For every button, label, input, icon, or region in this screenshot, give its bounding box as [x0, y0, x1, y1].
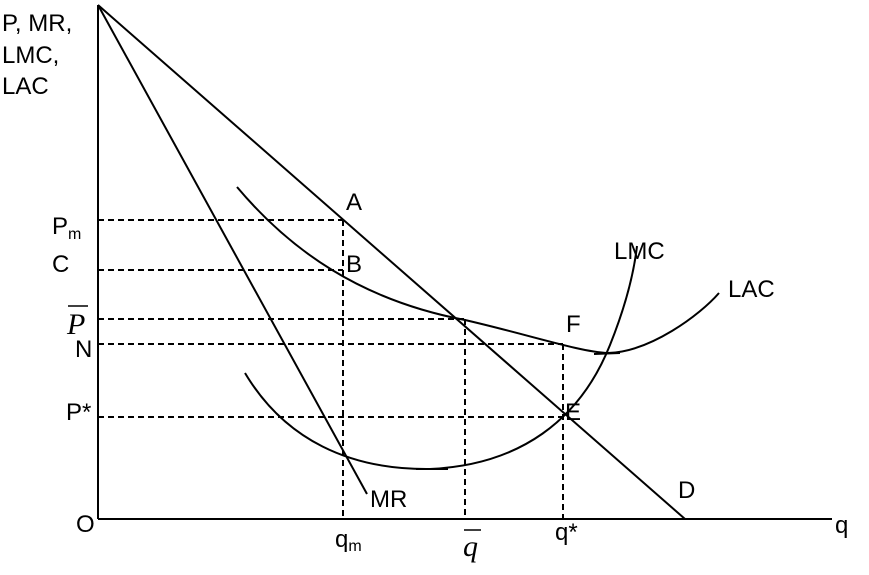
y-axis-label-line-2: LMC,: [2, 42, 59, 69]
y-axis-label-line-3: LAC: [2, 73, 49, 100]
point-a-label: A: [346, 189, 362, 216]
marginal-revenue-curve: [97, 4, 368, 495]
point-f-label: F: [566, 311, 581, 338]
origin-label: O: [76, 511, 95, 538]
lmc-curve: [244, 245, 638, 471]
point-e-label: E: [565, 399, 581, 426]
lac-curve: [236, 186, 720, 355]
lmc-label: LMC: [614, 238, 665, 265]
qstar-label: q*: [555, 519, 578, 546]
demand-label: D: [678, 477, 695, 504]
y-axis-label-line-1: P, MR,: [2, 10, 72, 37]
x-axis-label: q: [835, 512, 848, 539]
pbar-label: P: [66, 308, 85, 341]
mr-label: MR: [370, 486, 407, 513]
qbar-label: q: [463, 530, 478, 563]
qm-label: qm: [335, 526, 362, 555]
demand-curve: [97, 4, 686, 520]
pm-label: Pm: [52, 213, 81, 243]
pstar-label: P*: [66, 399, 91, 426]
point-b-label: B: [346, 251, 362, 278]
c-label: C: [52, 251, 69, 278]
lac-label: LAC: [728, 276, 775, 303]
n-label: N: [75, 336, 92, 363]
